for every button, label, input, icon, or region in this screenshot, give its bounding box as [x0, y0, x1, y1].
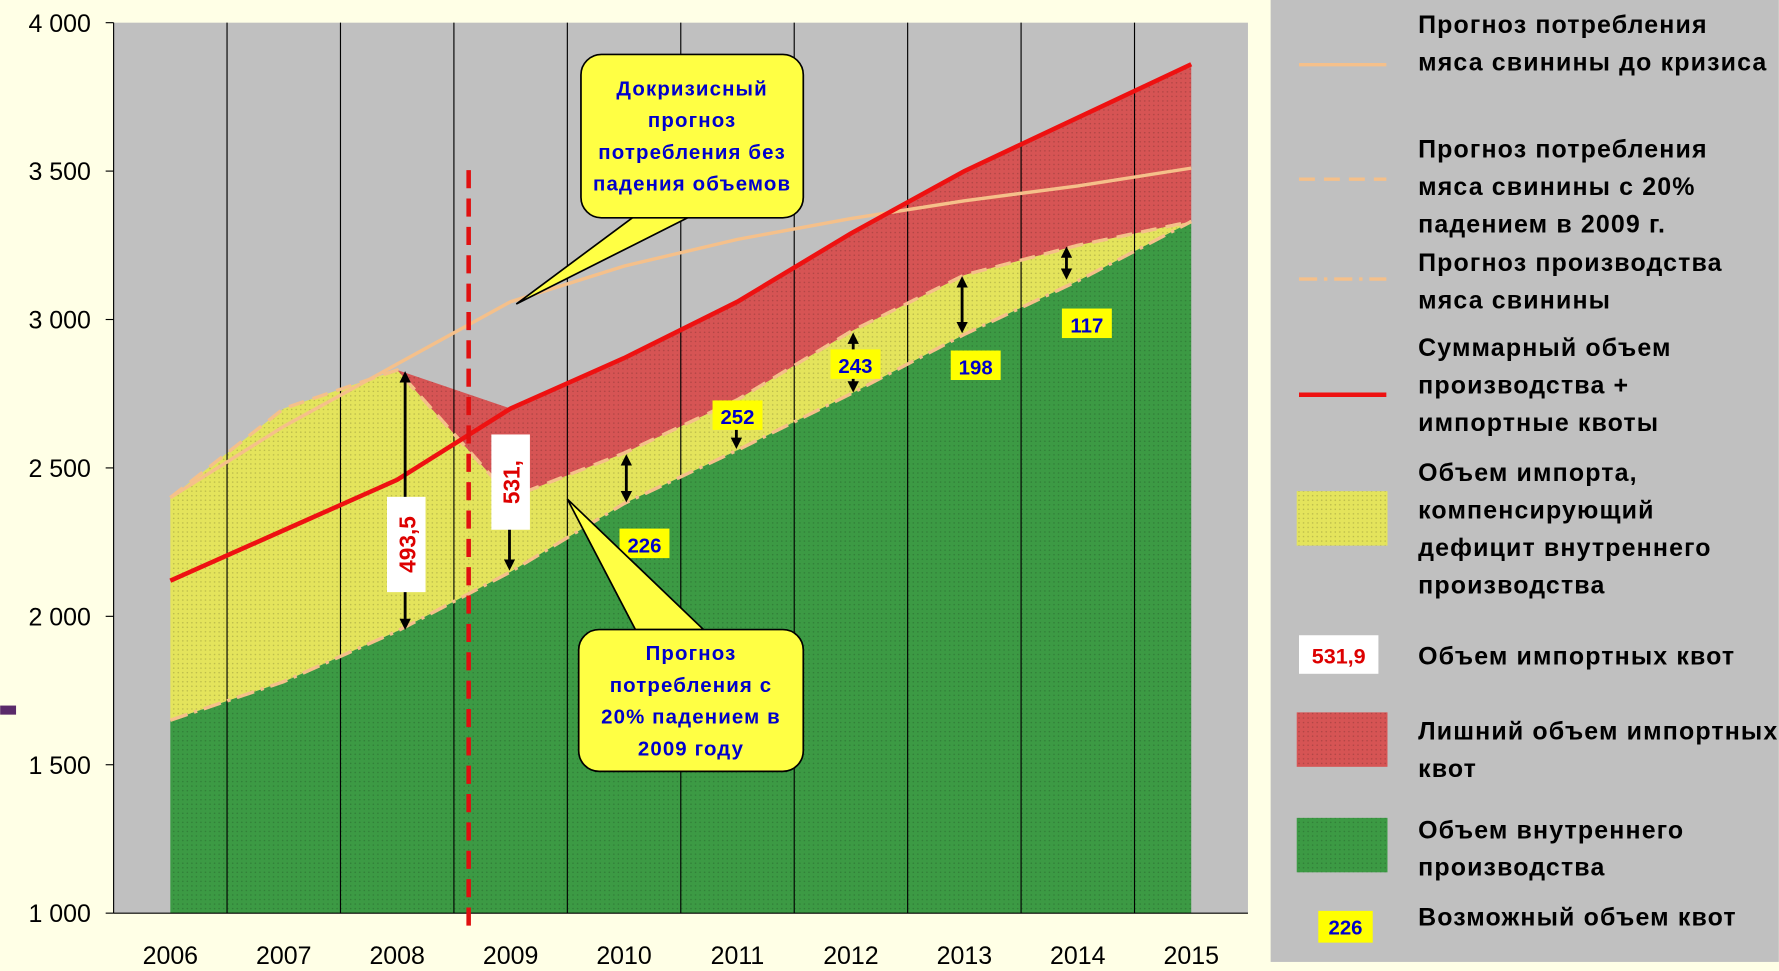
y-tick-label: 3 500: [29, 158, 91, 186]
x-tick-label: 2006: [143, 942, 198, 970]
legend-label: Прогноз производства мяса свинины: [1418, 248, 1723, 315]
y-tick-label: 2 500: [29, 455, 91, 483]
legend-sample: 531,9: [1312, 644, 1366, 669]
legend-label: Объем внутреннего производства: [1418, 815, 1685, 882]
legend-swatch-texture: [1296, 712, 1388, 767]
x-tick-label: 2008: [369, 942, 424, 970]
left-band: [0, 0, 12, 681]
possible-quota-box: [712, 400, 763, 430]
y-tick-label: 3 000: [29, 307, 91, 335]
left-accent: [0, 705, 17, 715]
possible-quota-label: 198: [959, 357, 993, 379]
x-tick-label: 2012: [823, 942, 878, 970]
legend-label: Объем импорта, компенсирующий дефицит вн…: [1418, 458, 1712, 599]
series-line: [169, 219, 1192, 500]
x-tick-label: 2007: [256, 942, 311, 970]
possible-quota-box: [1061, 308, 1112, 339]
x-tick-label: 2009: [483, 942, 538, 970]
series-line: [169, 220, 1193, 722]
callout-box: [577, 628, 805, 773]
possible-quota-box: [619, 528, 670, 559]
import-quota-label: 531,: [491, 434, 530, 530]
y-tick-label: 2 000: [29, 603, 91, 631]
label-box: [386, 496, 426, 593]
y-tick-label: 1 500: [29, 752, 91, 780]
legend-label: Объем импортных квот: [1418, 642, 1736, 671]
legend-label: Прогноз потребления мяса свинины до криз…: [1418, 10, 1768, 77]
y-tick-label: 4 000: [29, 10, 91, 38]
import-quota-label: 493,5: [386, 496, 426, 593]
possible-quota-label: 243: [838, 356, 872, 378]
series-line: [169, 62, 1193, 583]
series-line: [169, 166, 1192, 500]
x-tick-label: 2011: [711, 942, 765, 970]
legend-swatch-texture: [1296, 491, 1388, 546]
legend-label: Прогноз потребления мяса свинины с 20% п…: [1418, 134, 1708, 239]
callout-text-area: Докризисный прогноз потребления без паде…: [593, 77, 792, 196]
legend-text-area: Прогноз потребления мяса свинины до криз…: [1418, 0, 1779, 971]
possible-quota-label: 226: [627, 535, 661, 557]
legend-sample-box: [1298, 635, 1379, 674]
label-text: 531,: [499, 460, 525, 504]
legend-label: Возможный объем квот: [1418, 902, 1737, 932]
annotation: Прогноз потребления с 20% падением в 200…: [601, 641, 781, 760]
label-text: 493,5: [394, 516, 420, 573]
x-tick-label: 2015: [1163, 942, 1218, 970]
legend-box: [1270, 0, 1779, 962]
legend: Прогноз потребления мяса свинины до криз…: [1418, 0, 1779, 971]
x-tick-label: 2014: [1050, 942, 1106, 970]
x-tick-label: 2013: [937, 942, 992, 970]
y-tick-label: 1 000: [29, 900, 91, 928]
annotation: Докризисный прогноз потребления без паде…: [593, 77, 792, 196]
legend-label: Суммарный объем производства + импортные…: [1418, 333, 1672, 437]
possible-quota-label: 252: [720, 407, 754, 429]
legend-label: Лишний объем импортных квот: [1418, 716, 1779, 783]
legend-swatch-texture: [1296, 817, 1388, 873]
possible-quota-label: 117: [1070, 315, 1103, 337]
callout-text-area: Прогноз потребления с 20% падением в 200…: [601, 641, 781, 760]
area-texture: [170, 64, 1192, 498]
legend-sample: 226: [1328, 918, 1362, 940]
label-box: [491, 434, 530, 530]
legend-sample-box: [1318, 910, 1373, 943]
possible-quota-box: [830, 349, 881, 379]
x-tick-label: 2010: [596, 942, 651, 970]
callout-box: [580, 53, 805, 219]
possible-quota-box: [950, 350, 1001, 381]
